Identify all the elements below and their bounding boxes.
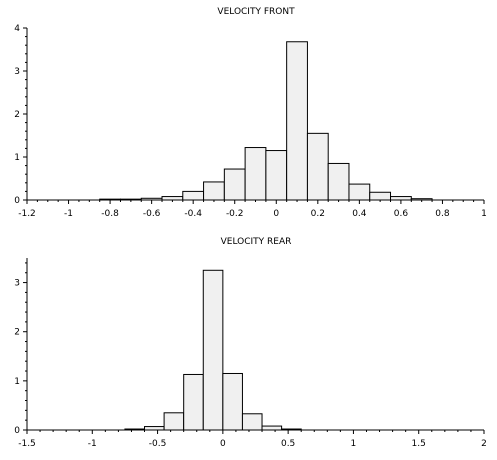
y-tick-label: 4 bbox=[14, 24, 20, 34]
y-tick-label: 0 bbox=[14, 426, 20, 436]
histogram-bar bbox=[369, 191, 392, 201]
x-tick-label: -0.2 bbox=[226, 209, 244, 219]
histogram-bar bbox=[244, 147, 267, 201]
y-tick-label: 3 bbox=[14, 279, 20, 289]
x-tick-label: 0.4 bbox=[352, 209, 367, 219]
histogram-bar bbox=[286, 41, 308, 201]
histogram-bar bbox=[183, 373, 204, 431]
plot-area: -1.2 -1 -0.8 -0.6 -0.4 -0.2 0 0.2 0.4 0.6 0.8 1 0 1 2 3… bbox=[14, 24, 487, 219]
histogram-bar bbox=[265, 150, 288, 201]
x-tick-label: 1 bbox=[351, 439, 357, 449]
y-tick-label: 0 bbox=[14, 196, 20, 206]
plot-area: -1.5 -1 -0.5 0 0.5 1 1.5 2 0 1 2 3 bbox=[14, 258, 487, 449]
x-tick-label: 0 bbox=[273, 209, 279, 219]
histogram-bar bbox=[144, 426, 165, 431]
histogram-bar bbox=[223, 168, 246, 201]
histogram-bar bbox=[327, 162, 350, 201]
y-tick-label: 2 bbox=[14, 110, 20, 120]
x-tick-label: 0.6 bbox=[394, 209, 409, 219]
x-tick-label: -1.2 bbox=[18, 209, 36, 219]
histogram-bar bbox=[306, 132, 329, 201]
histogram-bar bbox=[261, 425, 283, 431]
x-tick-label: 0.2 bbox=[311, 209, 325, 219]
x-tick-label: -1.5 bbox=[18, 439, 36, 449]
x-tick-label: 0.5 bbox=[281, 439, 295, 449]
velocity-rear-chart: VELOCITY REAR -1.5 -1 -0.5 0 0.5 1 1.5 2 0 1 2 3 bbox=[14, 237, 487, 449]
histogram-bar bbox=[202, 269, 224, 431]
y-tick-label: 1 bbox=[14, 377, 20, 387]
x-tick-label: 0 bbox=[220, 439, 226, 449]
histogram-bar bbox=[390, 196, 412, 201]
chart-title: VELOCITY REAR bbox=[221, 237, 292, 247]
x-tick-label: -1 bbox=[64, 209, 73, 219]
histogram-bar bbox=[182, 190, 205, 201]
x-tick-label: -0.6 bbox=[143, 209, 161, 219]
histogram-bar bbox=[222, 372, 243, 431]
histogram-bar bbox=[163, 412, 185, 431]
histogram-bar bbox=[161, 196, 184, 201]
x-tick-label: -0.8 bbox=[101, 209, 119, 219]
x-tick-label: 2 bbox=[481, 439, 487, 449]
x-tick-label: -0.4 bbox=[184, 209, 202, 219]
x-tick-label: 0.8 bbox=[435, 209, 450, 219]
histogram-bar bbox=[203, 181, 225, 201]
velocity-front-chart: VELOCITY FRONT -1.2 -1 -0.8 -0.6 -0.4 -0.2 0 0.… bbox=[14, 7, 487, 219]
chart-title: VELOCITY FRONT bbox=[217, 7, 295, 17]
histogram-bar bbox=[348, 183, 371, 201]
y-tick-label: 3 bbox=[14, 67, 20, 77]
histogram-bar bbox=[241, 413, 263, 431]
y-tick-label: 2 bbox=[14, 328, 20, 338]
x-tick-label: 1.5 bbox=[412, 439, 426, 449]
y-tick-label: 1 bbox=[14, 153, 20, 163]
x-tick-label: 1 bbox=[481, 209, 487, 219]
x-tick-label: -0.5 bbox=[149, 439, 167, 449]
x-tick-label: -1 bbox=[88, 439, 97, 449]
